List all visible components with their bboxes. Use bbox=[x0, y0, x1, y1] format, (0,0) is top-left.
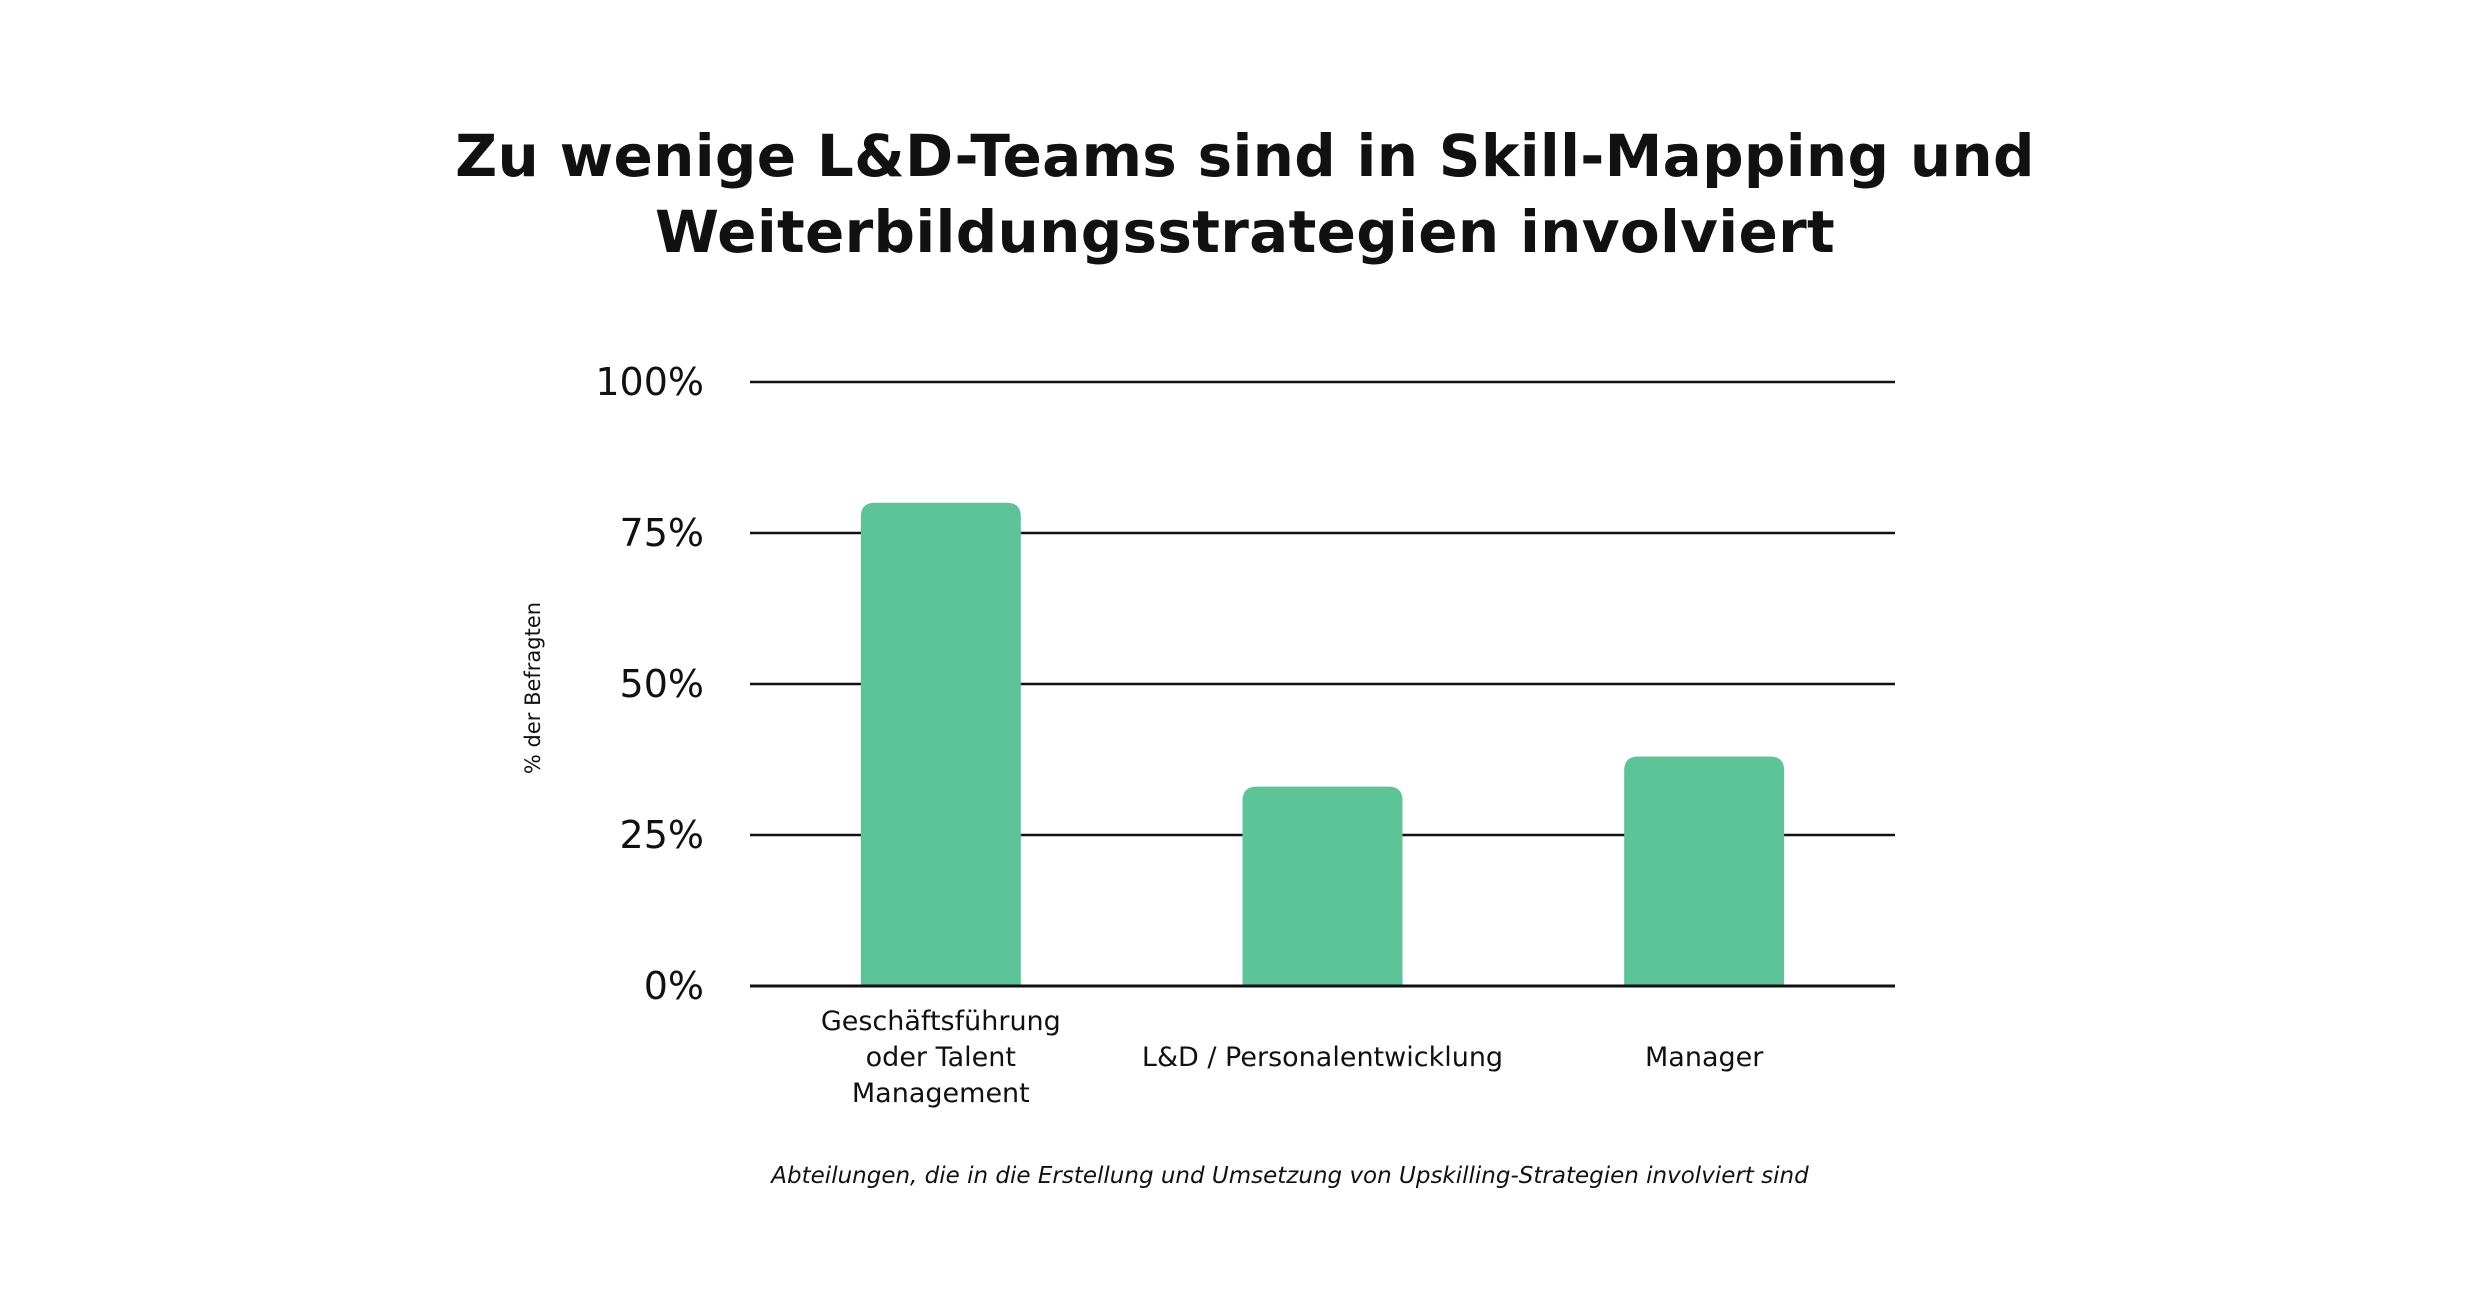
x-tick-label-line: Manager bbox=[1645, 1042, 1764, 1073]
x-tick-label-line: L&D / Personalentwicklung bbox=[1142, 1042, 1503, 1073]
x-axis-ticks: Geschäftsführung oder Talent Management L&D… bbox=[821, 1006, 1764, 1109]
y-tick-label: 75% bbox=[620, 511, 704, 555]
y-axis-ticks: 0% 25% 50% 75% 100% bbox=[595, 360, 704, 1008]
y-tick-label: 100% bbox=[595, 360, 704, 404]
x-tick-label-line: Geschäftsführung bbox=[821, 1006, 1061, 1037]
x-tick-label: L&D / Personalentwicklung bbox=[1142, 1042, 1503, 1073]
y-tick-label: 50% bbox=[620, 662, 704, 706]
chart-title: Zu wenige L&D-Teams sind in Skill-Mappin… bbox=[0, 118, 2490, 270]
bar bbox=[1242, 786, 1403, 986]
y-tick-label: 25% bbox=[620, 813, 704, 857]
x-tick-label-line: Management bbox=[852, 1078, 1030, 1109]
x-tick-label-line: oder Talent bbox=[866, 1042, 1016, 1073]
bar bbox=[1624, 756, 1785, 986]
chart-title-line-1: Zu wenige L&D-Teams sind in Skill-Mappin… bbox=[455, 122, 2035, 190]
bar bbox=[860, 502, 1021, 986]
y-tick-label: 0% bbox=[644, 964, 704, 1008]
y-axis-label: % der Befragten bbox=[521, 602, 545, 774]
x-tick-label: Geschäftsführung oder Talent Management bbox=[821, 1006, 1061, 1109]
chart-title-line-2: Weiterbildungsstrategien involviert bbox=[654, 198, 1836, 266]
x-axis-label: Abteilungen, die in die Erstellung und U… bbox=[769, 1163, 1809, 1189]
x-tick-label: Manager bbox=[1645, 1042, 1764, 1073]
bars bbox=[750, 502, 1895, 988]
